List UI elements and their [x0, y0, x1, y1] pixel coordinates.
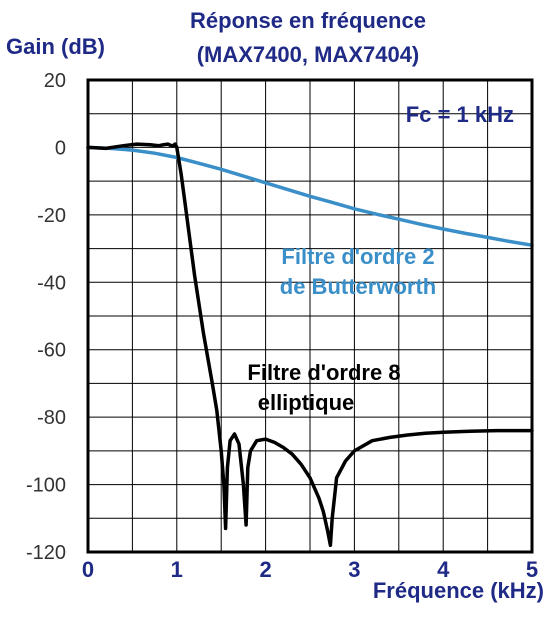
series-group — [86, 142, 534, 548]
chart-title-line1: Réponse en fréquence — [190, 8, 426, 33]
y-tick-label: -40 — [37, 272, 66, 294]
x-tick-label: 2 — [259, 557, 271, 582]
grid — [88, 80, 532, 552]
chart-title-line2: (MAX7400, MAX7404) — [197, 42, 420, 67]
y-tick-label: -100 — [26, 475, 66, 497]
y-tick-label: -120 — [26, 542, 66, 564]
y-ticks: 20 0 -20 -40 -60 -80 -100 -120 — [26, 70, 66, 564]
annotation-elliptic-line2: elliptique — [258, 390, 355, 415]
annotation-elliptic-line1: Filtre d'ordre 8 — [247, 360, 400, 385]
annotation-butterworth-line2: de Butterworth — [280, 274, 436, 299]
y-tick-label: -20 — [37, 205, 66, 227]
x-axis-label: Fréquence (kHz) — [373, 578, 544, 603]
series-line-butterworth — [86, 145, 534, 247]
x-tick-label: 5 — [526, 557, 538, 582]
x-tick-label: 4 — [437, 557, 450, 582]
y-tick-label: -60 — [37, 340, 66, 362]
plot-frame — [86, 78, 534, 554]
x-tick-label: 1 — [171, 557, 183, 582]
y-tick-label: -80 — [37, 407, 66, 429]
x-tick-label: 0 — [82, 557, 94, 582]
annotation-fc: Fc = 1 kHz — [406, 102, 514, 127]
y-tick-label: 20 — [44, 70, 66, 92]
series-line-elliptic — [86, 142, 534, 548]
x-ticks: 0 1 2 3 4 5 — [82, 557, 538, 582]
annotation-butterworth-line1: Filtre d'ordre 2 — [281, 244, 434, 269]
x-tick-label: 3 — [348, 557, 360, 582]
y-axis-label: Gain (dB) — [6, 34, 105, 59]
y-tick-label: 0 — [55, 137, 66, 159]
